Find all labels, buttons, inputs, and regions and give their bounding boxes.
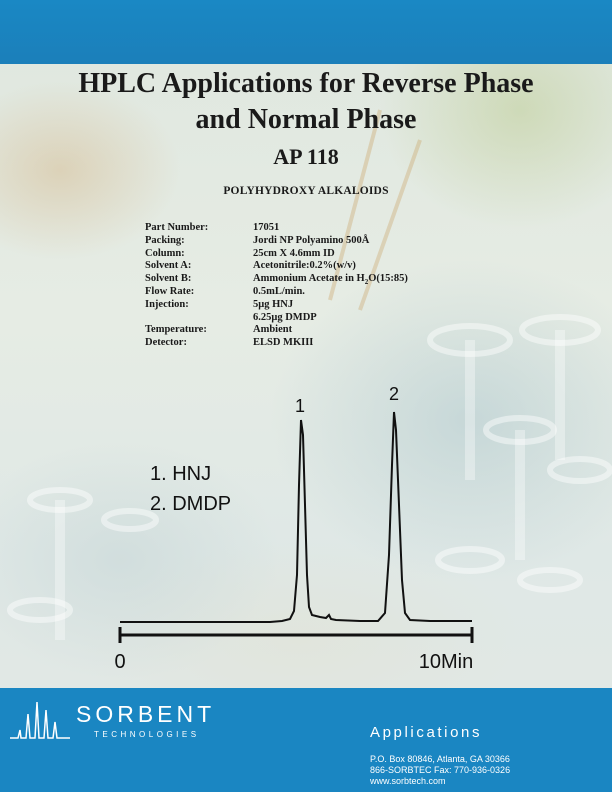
spec-label: Solvent B: bbox=[145, 273, 192, 285]
address: P.O. Box 80846, Atlanta, GA 30366 bbox=[370, 754, 510, 764]
spec-row: 6.25μg DMDP bbox=[145, 312, 408, 325]
page-title: HPLC Applications for Reverse Phase and … bbox=[0, 66, 612, 138]
website-link[interactable]: www.sorbtech.com bbox=[370, 776, 446, 786]
spec-value-subscript: 2 bbox=[364, 278, 369, 287]
spec-row: Part Number: 17051 bbox=[145, 222, 408, 235]
spec-row: Solvent A: Acetonitrile:0.2%(w/v) bbox=[145, 260, 408, 273]
top-banner bbox=[0, 0, 612, 64]
axis-end-label: 10Min bbox=[419, 651, 473, 673]
spec-value: 25cm X 4.6mm ID bbox=[253, 247, 335, 259]
spec-label: Column: bbox=[145, 247, 185, 259]
chromatogram: 1 2 1. HNJ 2. DMDP 0 10Min bbox=[114, 384, 474, 673]
axis-start-label: 0 bbox=[114, 651, 125, 673]
spec-label: Temperature: bbox=[145, 324, 207, 336]
brand-name: SORBENT bbox=[76, 701, 216, 727]
spec-value: Ambient bbox=[253, 324, 293, 336]
spec-value: 6.25μg DMDP bbox=[253, 311, 317, 323]
spec-value: 17051 bbox=[253, 222, 280, 233]
spec-row: Temperature: Ambient bbox=[145, 324, 408, 337]
spec-row: Column: 25cm X 4.6mm ID bbox=[145, 248, 408, 261]
spec-value: Acetonitrile:0.2%(w/v) bbox=[253, 260, 356, 272]
chromatogram-logo-icon bbox=[10, 701, 70, 739]
spec-label: Flow Rate: bbox=[145, 285, 195, 297]
legend-item-1: 1. HNJ bbox=[150, 463, 211, 485]
spec-row: Packing: Jordi NP Polyamino 500Å bbox=[145, 235, 408, 248]
spec-value: Ammonium Acetate in H2O(15:85) bbox=[253, 273, 408, 286]
section-label: Applications bbox=[370, 724, 483, 741]
spec-label: Packing: bbox=[145, 234, 185, 246]
spec-row: Detector: ELSD MKIII bbox=[145, 337, 408, 350]
compound-class-heading: POLYHYDROXY ALKALOIDS bbox=[223, 185, 389, 197]
title-line-2: and Normal Phase bbox=[195, 104, 417, 135]
spec-label: Solvent A: bbox=[145, 260, 192, 272]
spec-value-post: O(15:85) bbox=[368, 273, 408, 285]
method-conditions-table: Part Number: 17051 Packing: Jordi NP Pol… bbox=[145, 222, 408, 350]
spec-value-pre: Ammonium Acetate in H bbox=[253, 273, 365, 285]
spec-label: Part Number: bbox=[145, 222, 209, 233]
spec-value: ELSD MKIII bbox=[253, 337, 314, 349]
spec-value: 5μg HNJ bbox=[253, 298, 294, 310]
chromatogram-trace bbox=[120, 411, 472, 623]
spec-row: Flow Rate: 0.5mL/min. bbox=[145, 286, 408, 299]
brand-subtitle: TECHNOLOGIES bbox=[94, 730, 200, 739]
legend-item-2: 2. DMDP bbox=[150, 493, 231, 515]
time-axis bbox=[118, 627, 474, 643]
spec-value: Jordi NP Polyamino 500Å bbox=[253, 234, 370, 246]
footer-bar: SORBENT TECHNOLOGIES Applications P.O. B… bbox=[0, 688, 612, 792]
spec-row: Injection: 5μg HNJ bbox=[145, 299, 408, 312]
phone-fax: 866-SORBTEC Fax: 770-936-0326 bbox=[370, 765, 511, 775]
contact-info: P.O. Box 80846, Atlanta, GA 30366 866-SO… bbox=[370, 754, 510, 787]
spec-value: 0.5mL/min. bbox=[253, 285, 305, 297]
spec-label: Injection: bbox=[145, 298, 189, 310]
spec-label: Detector: bbox=[145, 337, 187, 349]
peak-label-1: 1 bbox=[295, 396, 305, 416]
title-line-1: HPLC Applications for Reverse Phase bbox=[78, 68, 534, 99]
spec-label bbox=[145, 312, 253, 325]
spec-row: Solvent B: Ammonium Acetate in H2O(15:85… bbox=[145, 273, 408, 286]
peak-label-2: 2 bbox=[389, 384, 399, 404]
application-number: AP 118 bbox=[273, 144, 339, 169]
